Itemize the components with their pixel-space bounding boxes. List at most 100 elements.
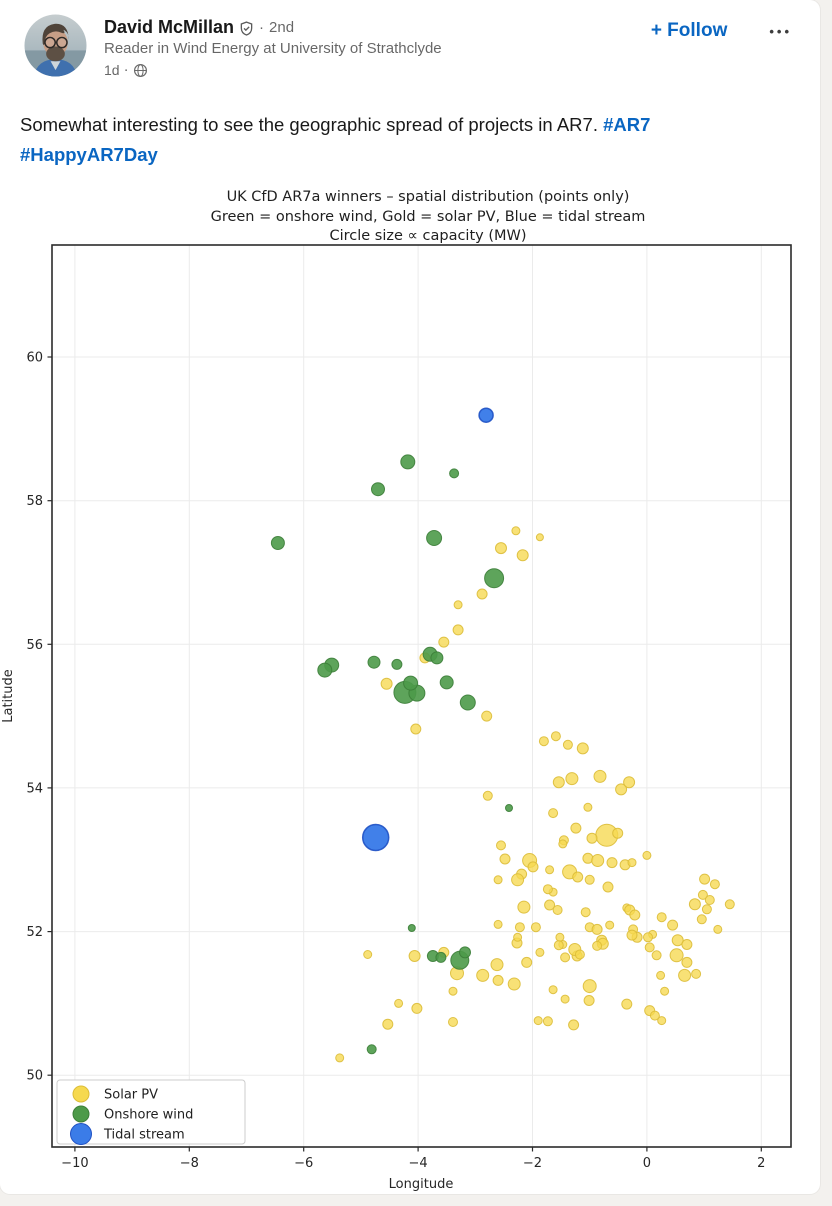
hashtag-ar7[interactable]: #AR7 [603, 114, 651, 135]
data-point [552, 905, 563, 915]
data-point [492, 974, 504, 986]
data-point [699, 873, 711, 885]
data-point [516, 549, 529, 562]
data-point [582, 979, 597, 994]
legend-box [56, 1079, 246, 1145]
data-point [548, 808, 559, 819]
data-point [544, 899, 556, 911]
data-point [548, 985, 558, 995]
x-tick-label: 0 [643, 1156, 651, 1171]
data-point [448, 1017, 458, 1027]
data-point [459, 694, 476, 711]
data-point [407, 924, 416, 932]
data-point [513, 932, 523, 942]
data-point [643, 932, 653, 943]
data-point [629, 909, 641, 921]
data-point [459, 946, 471, 959]
y-axis-label: Latitude [1, 669, 16, 723]
data-point [651, 950, 662, 961]
data-point [576, 742, 589, 755]
data-point [410, 723, 422, 735]
data-point [361, 823, 390, 852]
data-point [697, 889, 708, 900]
data-point [426, 530, 443, 546]
author-block: David McMillan · 2nd Reader in Wind Ener… [104, 14, 800, 78]
hashtag-happyar7day[interactable]: #HappyAR7Day [20, 144, 158, 165]
x-tick-label: −4 [409, 1156, 428, 1171]
data-point [584, 874, 595, 885]
series-solar-pv [335, 526, 735, 1063]
data-point [709, 879, 720, 890]
data-point [535, 533, 544, 542]
plot-frame [51, 244, 792, 1148]
legend-label-onshore-wind: Onshore wind [104, 1108, 193, 1123]
data-point [449, 468, 460, 479]
data-point [530, 922, 541, 933]
data-point [626, 929, 638, 941]
data-point [701, 904, 712, 915]
data-point [435, 951, 447, 963]
data-point [623, 776, 636, 789]
header-actions: + Follow ••• [645, 16, 794, 46]
data-point [691, 968, 702, 979]
data-point [545, 865, 555, 875]
data-point [657, 1016, 667, 1026]
scatter-chart: UK CfD AR7a winners – spatial distributi… [1, 189, 792, 1192]
y-tick-label: 58 [26, 494, 43, 509]
data-point [317, 662, 333, 678]
post-time: 1d [104, 61, 120, 78]
data-point [499, 853, 511, 865]
data-point [656, 970, 666, 980]
data-point [452, 624, 464, 636]
post-card: David McMillan · 2nd Reader in Wind Ener… [0, 0, 820, 1194]
data-point [583, 995, 595, 1006]
data-point [615, 783, 628, 796]
avatar[interactable] [24, 14, 87, 77]
data-point [521, 956, 533, 968]
chart-title-line-1: UK CfD AR7a winners – spatial distributi… [227, 189, 630, 205]
data-point [484, 568, 505, 589]
data-point [453, 600, 463, 610]
data-point [570, 822, 582, 834]
data-point [371, 482, 385, 497]
post-text: Somewhat interesting to see the geograph… [0, 100, 820, 170]
data-point [593, 769, 607, 783]
data-point [612, 827, 624, 839]
x-axis-label: Longitude [389, 1177, 454, 1192]
legend-swatch-onshore-wind [72, 1105, 90, 1123]
data-point [411, 1002, 423, 1014]
data-point [621, 998, 633, 1010]
data-point [602, 881, 614, 893]
data-point [493, 875, 503, 885]
data-point [591, 923, 603, 935]
data-point [681, 939, 693, 950]
data-point [565, 772, 579, 786]
legend-swatch-solar-pv [72, 1085, 90, 1103]
data-point [542, 1016, 553, 1027]
data-point [496, 840, 506, 851]
data-point [671, 934, 684, 947]
data-point [555, 932, 565, 942]
data-point [568, 1019, 580, 1031]
data-point [533, 1016, 543, 1026]
y-tick-label: 60 [26, 351, 43, 366]
data-point [394, 998, 404, 1008]
data-point [574, 949, 585, 960]
data-point [696, 914, 707, 925]
follow-button[interactable]: + Follow [645, 16, 734, 46]
data-point [511, 873, 525, 887]
data-point [527, 861, 539, 873]
author-name[interactable]: David McMillan [104, 17, 235, 37]
y-tick-label: 54 [26, 781, 43, 796]
data-point [382, 1018, 394, 1030]
data-point [627, 858, 637, 868]
overflow-menu-button[interactable]: ••• [767, 20, 794, 43]
data-point [380, 677, 393, 690]
data-point [704, 895, 715, 905]
data-point [535, 947, 545, 957]
data-point [335, 1053, 345, 1063]
data-point [517, 900, 531, 914]
data-point [681, 956, 693, 968]
data-point [656, 912, 667, 923]
